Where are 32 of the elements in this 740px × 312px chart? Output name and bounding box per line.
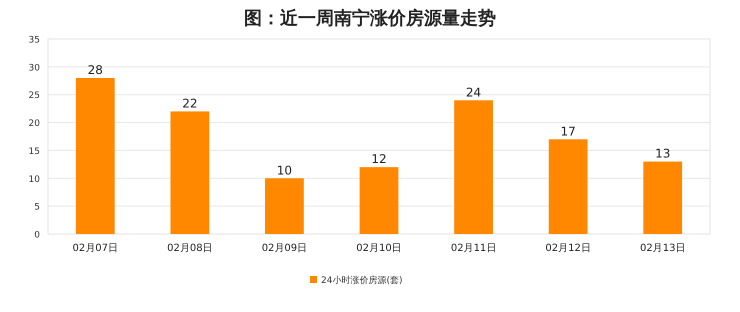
data-label: 24 bbox=[466, 85, 482, 100]
bar bbox=[643, 162, 682, 234]
data-label: 10 bbox=[276, 163, 292, 178]
y-tick-label: 35 bbox=[28, 36, 40, 46]
bar bbox=[170, 111, 210, 234]
bar bbox=[360, 167, 398, 234]
x-tick-label: 02月09日 bbox=[262, 243, 308, 254]
bar bbox=[76, 78, 115, 234]
y-tick-label: 25 bbox=[28, 91, 40, 102]
x-tick-label: 02月12日 bbox=[545, 243, 591, 254]
data-label: 28 bbox=[88, 63, 103, 77]
x-tick-label: 02月10日 bbox=[356, 243, 402, 254]
x-tick-label: 02月07日 bbox=[72, 243, 118, 254]
y-tick-label: 30 bbox=[28, 63, 40, 74]
y-tick-label: 20 bbox=[28, 119, 40, 130]
y-tick-label: 15 bbox=[28, 146, 40, 157]
x-tick-label: 02月08日 bbox=[167, 243, 213, 254]
y-tick-label: 0 bbox=[34, 230, 40, 240]
bar bbox=[454, 100, 493, 234]
bar bbox=[548, 139, 588, 234]
data-label: 13 bbox=[655, 146, 670, 161]
y-tick-label: 5 bbox=[34, 202, 40, 213]
data-label: 17 bbox=[560, 124, 576, 138]
bar bbox=[265, 178, 304, 234]
data-label: 12 bbox=[371, 152, 387, 166]
x-tick-label: 02月13日 bbox=[640, 243, 686, 254]
legend-label: 24小时涨价房源(套) bbox=[321, 275, 402, 286]
chart-title: 图：近一周南宁涨价房源量走势 bbox=[244, 8, 496, 29]
legend: 24小时涨价房源(套) bbox=[310, 276, 402, 286]
x-tick-label: 02月11日 bbox=[450, 243, 496, 254]
y-tick-label: 10 bbox=[28, 174, 40, 185]
data-label: 22 bbox=[182, 96, 198, 110]
